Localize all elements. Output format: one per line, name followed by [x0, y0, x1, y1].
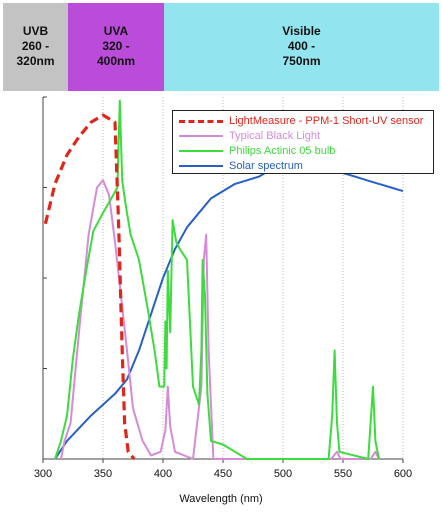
legend-label-solar: Solar spectrum [229, 160, 303, 172]
x-tick-label: 300 [34, 468, 52, 480]
uva-band-range-start: 320 - [102, 39, 130, 53]
x-tick-label: 600 [394, 468, 412, 480]
uva-band-range-end: 400nm [96, 54, 136, 68]
legend: LightMeasure - PPM-1 Short-UV sensor Typ… [172, 110, 434, 174]
uvb-band-range-end: 320nm [16, 54, 55, 68]
uvb-band-range-start: 260 - [21, 39, 50, 53]
x-axis-title: Wavelength (nm) [179, 493, 263, 505]
visible-band: Visible 400 - 750nm [164, 3, 439, 91]
legend-entry: Solar spectrum [179, 159, 303, 173]
legend-swatch-black-light [179, 135, 223, 137]
legend-label-black-light: Typical Black Light [229, 130, 321, 142]
visible-band-range-end: 750nm [282, 54, 321, 68]
black-light-series-line [60, 179, 380, 460]
x-tick-label: 550 [334, 468, 352, 480]
uvb-band-name: UVB [22, 24, 49, 38]
legend-entry: LightMeasure - PPM-1 Short-UV sensor [179, 114, 423, 128]
x-tick-label: 400 [154, 468, 172, 480]
legend-label-sensor: LightMeasure - PPM-1 Short-UV sensor [229, 115, 424, 127]
sensor-series-line [43, 113, 136, 461]
legend-swatch-actinic [179, 150, 223, 152]
visible-band-name: Visible [282, 24, 321, 38]
x-tick-label: 500 [274, 468, 292, 480]
x-tick-label: 450 [214, 468, 232, 480]
series-lines [43, 99, 404, 461]
actinic-series-line [54, 99, 380, 460]
legend-swatch-sensor [179, 119, 223, 123]
uvb-band: UVB 260 - 320nm [3, 3, 68, 91]
legend-entry: Typical Black Light [179, 129, 320, 143]
uva-band: UVA 320 - 400nm [68, 3, 164, 91]
x-tick-labels: 300 350 400 450 500 550 600 [34, 468, 412, 480]
uva-band-name: UVA [103, 24, 129, 38]
legend-swatch-solar [179, 165, 223, 167]
solar-series-line [54, 161, 404, 460]
legend-entry: Philips Actinic 05 bulb [179, 144, 335, 158]
legend-label-actinic: Philips Actinic 05 bulb [229, 145, 336, 157]
visible-band-range-start: 400 - [287, 39, 316, 53]
x-tick-label: 350 [94, 468, 112, 480]
